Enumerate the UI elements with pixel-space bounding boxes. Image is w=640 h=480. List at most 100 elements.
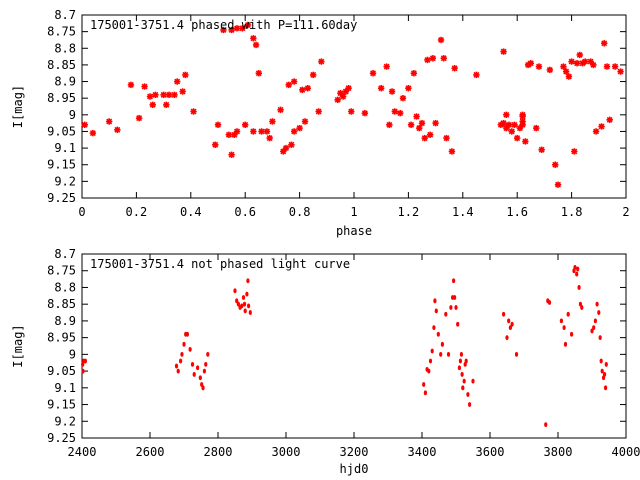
- unphased-data-points: [81, 264, 608, 428]
- unphased-data-point: [457, 365, 461, 371]
- phased-data-point: [242, 121, 249, 128]
- phased-data-point: [426, 131, 434, 138]
- unphased-data-point: [198, 375, 202, 381]
- unphased-data-point: [544, 422, 548, 428]
- phased-data-point: [106, 118, 113, 125]
- unphased-data-point: [243, 308, 247, 314]
- phased-data-point: [114, 126, 121, 133]
- phased-data-point: [565, 73, 573, 80]
- phased-data-point: [361, 109, 369, 117]
- unphased-x-axis: 2400 2600 2800 3000 3200 3400 3600 3800 4000: [68, 254, 640, 459]
- unphased-data-point: [595, 301, 599, 307]
- phased-data-point: [421, 134, 428, 142]
- unphased-data-point: [514, 351, 519, 357]
- phased-data-point: [282, 144, 290, 152]
- unphased-data-point: [598, 335, 602, 341]
- unphased-data-point: [505, 335, 509, 341]
- phased-data-point: [388, 88, 396, 95]
- unphased-data-point: [174, 363, 179, 369]
- phased-data-point: [440, 55, 447, 62]
- unphased-data-point: [563, 341, 568, 347]
- phased-data-point: [228, 151, 235, 158]
- phased-data-point: [554, 181, 562, 188]
- phased-data-point: [378, 85, 385, 92]
- phased-data-point: [552, 161, 559, 168]
- unphased-data-point: [454, 305, 458, 310]
- unphased-y-tick-label: 8.95: [47, 331, 76, 345]
- phased-data-point: [277, 106, 284, 114]
- unphased-data-point: [432, 325, 436, 330]
- phased-data-point: [182, 71, 189, 79]
- phased-data-point: [473, 71, 480, 79]
- phased-data-point: [127, 81, 135, 89]
- phased-x-axis: 0 0.2 0.4 0.6 0.8 1 1.2 1.4 1.6 1.8 2: [78, 15, 630, 219]
- phased-data-point: [519, 121, 526, 128]
- phased-data-point: [348, 108, 355, 115]
- unphased-plot-title: 175001-3751.4 not phased light curve: [90, 257, 350, 271]
- phased-data-point: [160, 91, 167, 99]
- phased-x-tick-label: 1.2: [398, 205, 420, 219]
- unphased-data-point: [597, 310, 601, 315]
- phased-x-tick-label: 2: [622, 205, 629, 219]
- phased-data-point: [81, 121, 88, 128]
- phased-y-tick-label: 8.7: [54, 8, 76, 22]
- phased-data-point: [508, 128, 515, 135]
- phased-data-point: [146, 93, 154, 100]
- unphased-data-point: [507, 318, 511, 324]
- phased-data-point: [290, 128, 298, 135]
- unphased-data-point: [590, 328, 594, 334]
- phased-data-point: [611, 63, 619, 70]
- unphased-data-point: [247, 303, 251, 309]
- unphased-y-tick-label: 8.9: [54, 314, 76, 328]
- phased-data-point: [296, 124, 303, 132]
- phased-data-point: [285, 81, 292, 89]
- phased-data-point: [269, 118, 276, 125]
- unphased-data-point: [446, 351, 451, 357]
- unphased-data-point: [593, 318, 598, 324]
- phased-data-point: [263, 128, 271, 135]
- phased-y-tick-label: 8.75: [47, 25, 76, 39]
- phased-data-point: [318, 58, 325, 65]
- unphased-data-point: [427, 368, 431, 374]
- unphased-data-point: [449, 305, 453, 310]
- phased-data-point: [500, 119, 507, 127]
- unphased-data-point: [444, 311, 448, 317]
- phased-light-curve-panel: 8.7 8.75 8.8 8.85 8.9 8.95 9 9.05 9.1 9.15 9.2 9.25…: [11, 8, 630, 238]
- phased-data-point: [505, 121, 513, 128]
- phased-data-point: [228, 26, 235, 34]
- phased-data-point: [334, 96, 341, 104]
- unphased-data-point: [570, 331, 574, 337]
- phased-data-point: [214, 121, 222, 128]
- phased-data-point: [546, 66, 554, 74]
- phased-y-tick-label: 8.95: [47, 91, 76, 105]
- phased-data-point: [511, 121, 518, 128]
- unphased-data-point: [433, 298, 437, 304]
- unphased-data-point: [246, 278, 250, 284]
- phased-data-point: [258, 128, 265, 135]
- unphased-data-point: [422, 382, 426, 387]
- unphased-data-point: [458, 358, 463, 364]
- unphased-data-point: [461, 385, 465, 391]
- phased-y-tick-label: 8.85: [47, 58, 76, 72]
- unphased-data-point: [577, 285, 581, 290]
- phased-data-point: [576, 51, 583, 59]
- phased-data-point: [288, 141, 295, 148]
- phased-data-points: [81, 21, 624, 188]
- unphased-data-point: [248, 310, 252, 315]
- phased-data-point: [429, 55, 437, 62]
- phased-data-point: [413, 113, 420, 120]
- unphased-data-point: [242, 301, 247, 307]
- unphased-data-point: [508, 325, 512, 330]
- unphased-data-point: [235, 298, 239, 304]
- phased-data-point: [416, 124, 423, 132]
- unphased-data-point: [471, 378, 475, 384]
- unphased-data-point: [466, 392, 470, 397]
- phased-data-point: [397, 109, 404, 117]
- phased-data-point: [290, 78, 298, 85]
- unphased-y-tick-label: 9.05: [47, 364, 76, 378]
- unphased-data-point: [604, 362, 608, 367]
- phased-x-tick-label: 1.4: [452, 205, 474, 219]
- unphased-data-point: [547, 300, 552, 305]
- phased-data-point: [252, 41, 260, 49]
